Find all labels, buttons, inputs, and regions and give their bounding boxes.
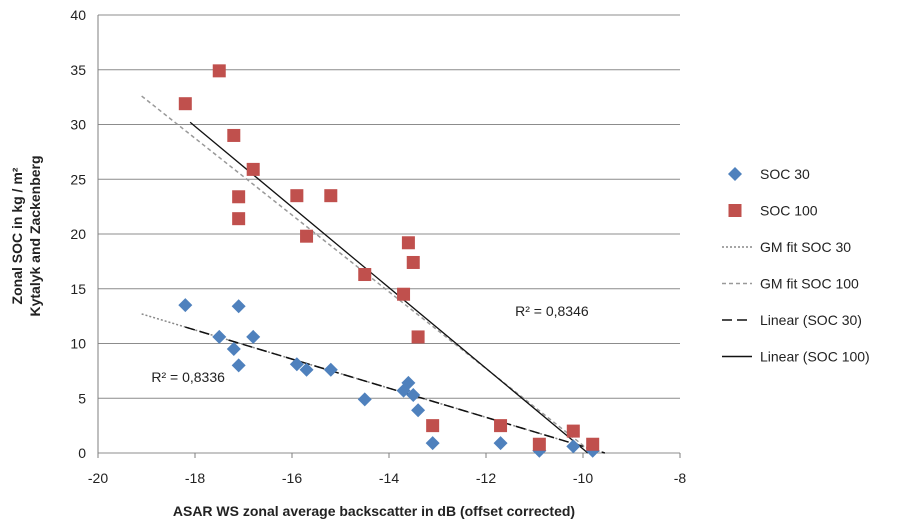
point-soc-100 xyxy=(246,162,260,176)
x-tick-label: -8 xyxy=(674,470,687,486)
legend-label: Linear (SOC 30) xyxy=(760,312,862,328)
point-soc-100 xyxy=(586,437,600,451)
point-soc-100 xyxy=(300,229,314,243)
annotations: R² = 0,8346 R² = 0,8336 xyxy=(151,303,589,385)
point-soc-100 xyxy=(232,212,246,226)
point-soc-30 xyxy=(231,299,246,314)
point-soc-100 xyxy=(406,255,420,269)
y-tick-label: 0 xyxy=(78,445,86,461)
point-soc-100 xyxy=(232,190,246,204)
point-soc-30 xyxy=(357,392,372,407)
legend-swatch-soc-30 xyxy=(728,167,742,181)
x-tick-label: -10 xyxy=(573,470,593,486)
point-soc-100 xyxy=(324,189,338,203)
data-points xyxy=(178,64,600,458)
point-soc-100 xyxy=(212,64,226,78)
fit-lines xyxy=(141,95,606,454)
legend-label: SOC 100 xyxy=(760,203,818,219)
point-soc-30 xyxy=(401,375,416,390)
y-axis-title-line-2: Kytalyk and Zackenberg xyxy=(27,155,43,316)
x-tick-label: -18 xyxy=(185,470,205,486)
point-soc-100 xyxy=(178,97,192,111)
point-soc-30 xyxy=(323,362,338,377)
axes: 0 5 10 15 20 25 30 35 40 -20 -18 -16 -14 -12 -10 -8 xyxy=(70,7,686,486)
y-tick-label: 20 xyxy=(70,226,86,242)
point-soc-100 xyxy=(411,330,425,344)
point-soc-30 xyxy=(299,362,314,377)
point-soc-100 xyxy=(227,128,241,142)
legend-label: Linear (SOC 100) xyxy=(760,349,870,365)
legend: SOC 30 SOC 100 GM fit SOC 30 GM fit SOC 100… xyxy=(722,166,870,365)
legend-label: GM fit SOC 100 xyxy=(760,276,859,292)
grid-lines xyxy=(98,14,680,454)
y-tick-label: 35 xyxy=(70,62,86,78)
r-squared-label: R² = 0,8336 xyxy=(151,369,225,385)
point-soc-100 xyxy=(532,437,546,451)
point-soc-100 xyxy=(426,419,440,433)
x-axis-title: ASAR WS zonal average backscatter in dB … xyxy=(173,503,575,519)
point-soc-30 xyxy=(406,387,421,402)
point-soc-30 xyxy=(246,329,261,344)
axis-titles: ASAR WS zonal average backscatter in dB … xyxy=(9,155,575,519)
point-soc-30 xyxy=(411,403,426,418)
x-tick-label: -14 xyxy=(379,470,399,486)
point-soc-100 xyxy=(401,236,415,250)
y-tick-label: 30 xyxy=(70,117,86,133)
x-tick-label: -12 xyxy=(476,470,496,486)
y-tick-label: 40 xyxy=(70,7,86,23)
y-tick-label: 10 xyxy=(70,336,86,352)
point-soc-30 xyxy=(212,329,227,344)
legend-label: SOC 30 xyxy=(760,166,810,182)
y-tick-label: 15 xyxy=(70,281,86,297)
point-soc-100 xyxy=(397,287,411,301)
point-soc-100 xyxy=(494,419,508,433)
point-soc-30 xyxy=(226,341,241,356)
legend-swatch-soc-100 xyxy=(728,204,742,217)
point-soc-30 xyxy=(493,436,508,451)
point-soc-100 xyxy=(566,424,580,438)
fit-line-linear-soc-100 xyxy=(189,121,589,454)
legend-label: GM fit SOC 30 xyxy=(760,239,851,255)
point-soc-30 xyxy=(178,298,193,313)
point-soc-30 xyxy=(289,357,304,372)
x-tick-label: -20 xyxy=(88,470,108,486)
point-soc-100 xyxy=(290,189,304,203)
point-soc-30 xyxy=(425,436,440,451)
r-squared-label: R² = 0,8346 xyxy=(515,303,589,319)
x-tick-label: -16 xyxy=(282,470,302,486)
y-tick-label: 25 xyxy=(70,171,86,187)
y-tick-label: 5 xyxy=(78,390,86,406)
point-soc-100 xyxy=(358,268,372,282)
y-axis-title-line-1: Zonal SOC in kg / m² xyxy=(9,167,25,304)
point-soc-30 xyxy=(566,439,581,454)
point-soc-30 xyxy=(231,358,246,373)
fit-line-linear-soc-30 xyxy=(185,326,606,454)
